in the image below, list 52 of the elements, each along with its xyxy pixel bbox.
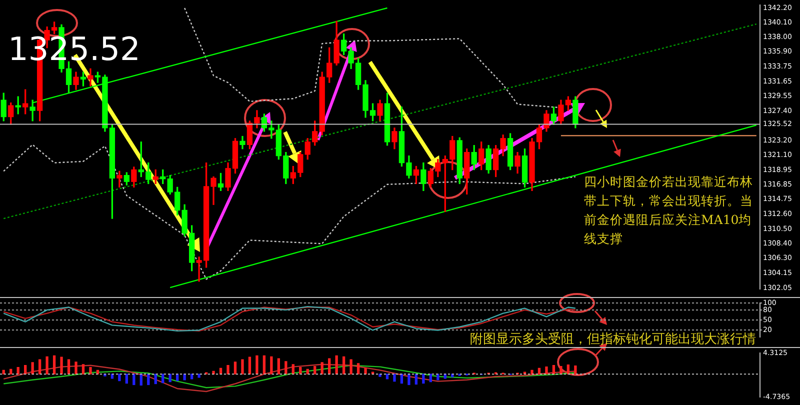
bar (241, 359, 244, 374)
bar (350, 359, 352, 374)
bar (320, 362, 324, 374)
bar (335, 355, 338, 374)
bar (125, 374, 128, 384)
bar (168, 374, 172, 382)
bar (248, 356, 252, 374)
bar (198, 374, 200, 378)
bar (38, 359, 42, 374)
bar (414, 374, 418, 385)
bar (234, 362, 237, 374)
bar (89, 366, 92, 374)
bar (67, 359, 70, 374)
bar (74, 362, 78, 374)
bar (162, 374, 164, 384)
bar (284, 361, 288, 374)
bar (342, 356, 346, 374)
bar (560, 366, 562, 374)
bar (140, 374, 142, 386)
bar (270, 356, 273, 374)
line-series (3, 144, 576, 280)
bar (408, 374, 410, 386)
bar (60, 356, 63, 374)
bar (31, 362, 34, 374)
bar (16, 366, 20, 374)
bar (277, 358, 280, 374)
bar (132, 374, 136, 386)
bar (147, 374, 150, 386)
bar (356, 363, 360, 374)
bar (262, 355, 266, 374)
bar (154, 374, 157, 384)
bar (314, 366, 316, 374)
bar (46, 356, 48, 374)
bar (118, 374, 121, 382)
bar (538, 368, 541, 374)
bar (52, 355, 56, 374)
bar (566, 364, 570, 374)
bar (256, 355, 258, 374)
bar (393, 374, 396, 382)
bar (574, 366, 577, 374)
bar (429, 374, 432, 382)
bar (82, 364, 85, 374)
bar (422, 374, 425, 384)
bar (110, 374, 114, 379)
bar (386, 374, 389, 380)
bar (545, 366, 548, 374)
bar (226, 365, 230, 374)
bar (530, 370, 534, 374)
bar (10, 368, 12, 374)
annotation: 附图显示多头受阻，但指标钝化可能出现大涨行情 (470, 332, 756, 347)
bar (400, 374, 404, 384)
annotation: 四小时图金价若出现靠近布林带上下轨，常会出现转折。当前金价遇阻后应关注MA10均线支撑 (584, 174, 753, 246)
